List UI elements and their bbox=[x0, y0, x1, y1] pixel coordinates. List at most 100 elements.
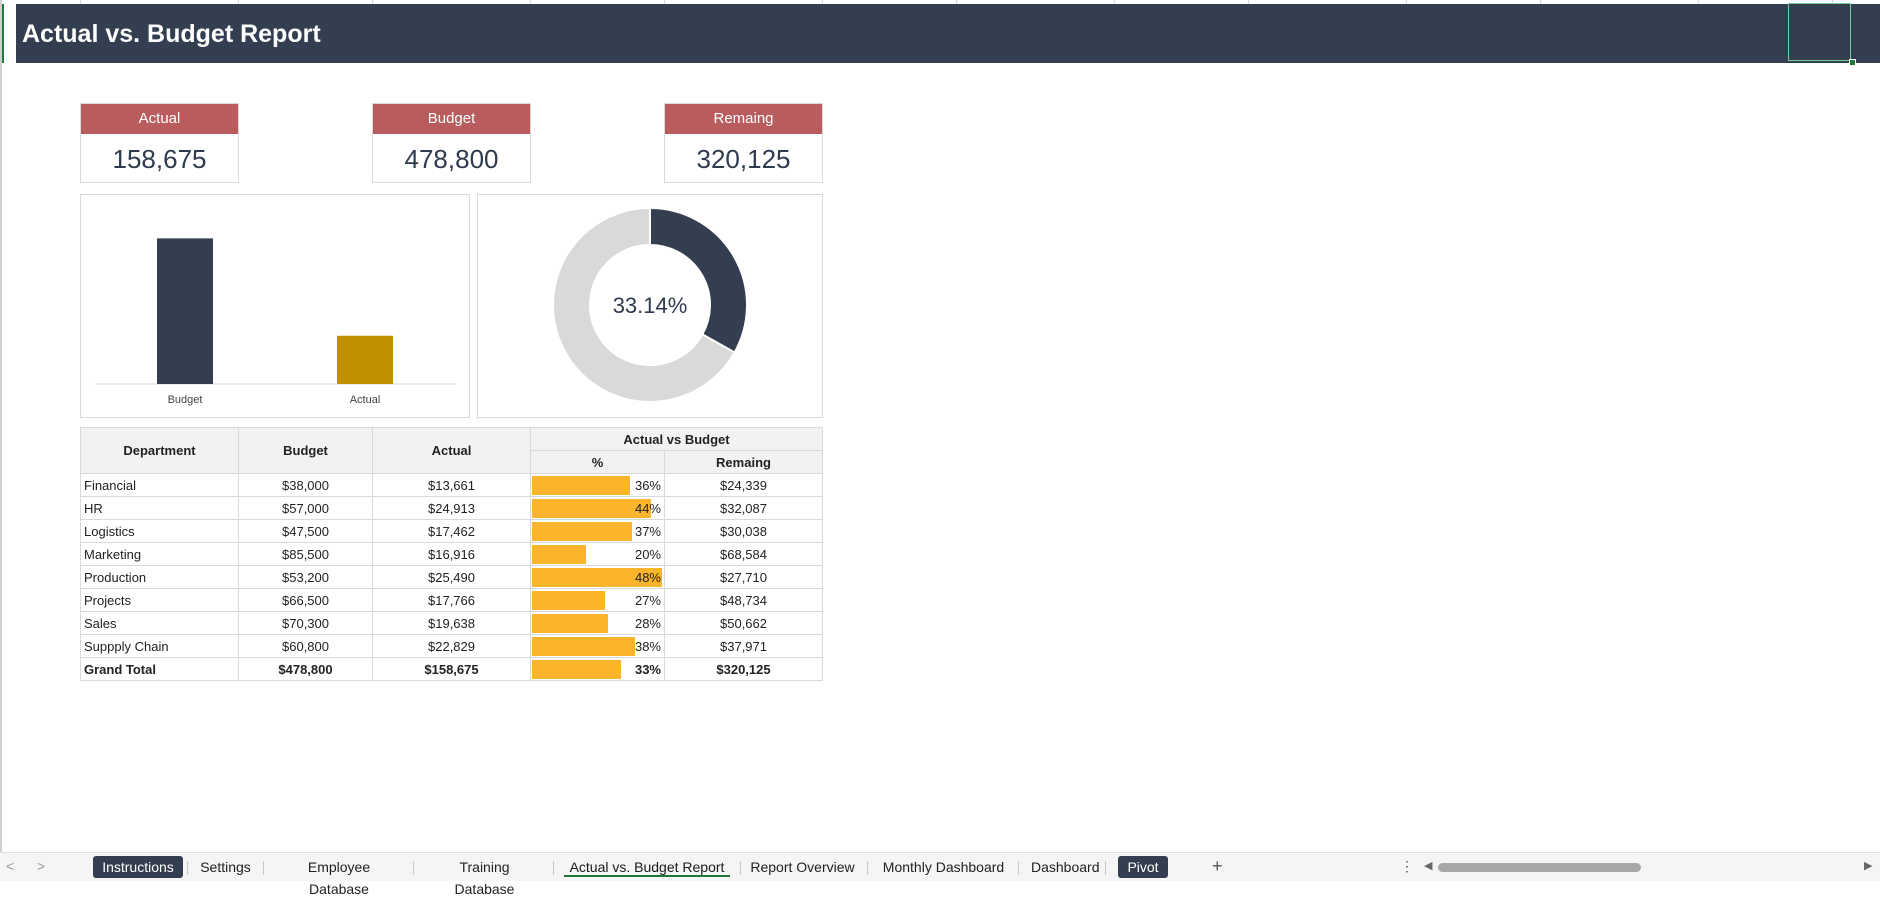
cell-actual: $19,638 bbox=[372, 611, 531, 635]
bar-actual bbox=[337, 335, 393, 384]
kpi-label: Remaing bbox=[665, 104, 822, 134]
cell-remaining: $68,584 bbox=[664, 542, 823, 566]
cell-budget: $57,000 bbox=[238, 496, 373, 520]
cell-percent: 38% bbox=[530, 634, 665, 658]
tab-separator bbox=[1018, 861, 1019, 875]
kpi-value: 158,675 bbox=[112, 144, 207, 174]
tab-separator bbox=[187, 861, 188, 875]
cell-department: Production bbox=[80, 565, 239, 589]
cell-actual: $13,661 bbox=[372, 473, 531, 497]
budget-vs-actual-bar-chart[interactable]: Budget Actual bbox=[80, 194, 470, 418]
selected-cell[interactable] bbox=[1788, 3, 1851, 61]
table-row: Logistics $47,500 $17,462 37% $30,038 bbox=[80, 519, 823, 543]
cell-percent: 28% bbox=[530, 611, 665, 635]
table-row: HR $57,000 $24,913 44% $32,087 bbox=[80, 496, 823, 520]
cell-percent: 27% bbox=[530, 588, 665, 612]
kpi-label: Budget bbox=[373, 104, 530, 134]
table-row: Projects $66,500 $17,766 27% $48,734 bbox=[80, 588, 823, 612]
cell-actual: $158,675 bbox=[372, 657, 531, 681]
percent-value: 36% bbox=[634, 477, 661, 493]
cell-budget: $47,500 bbox=[238, 519, 373, 543]
cell-remaining: $24,339 bbox=[664, 473, 823, 497]
table-row: Suppply Chain $60,800 $22,829 38% $37,971 bbox=[80, 634, 823, 658]
donut-slice-remaining bbox=[552, 206, 736, 403]
percent-value: 38% bbox=[634, 638, 661, 654]
percent-data-bar bbox=[532, 476, 630, 495]
table-row: Sales $70,300 $19,638 28% $50,662 bbox=[80, 611, 823, 635]
percent-data-bar bbox=[532, 660, 621, 679]
cell-actual: $16,916 bbox=[372, 542, 531, 566]
percent-data-bar bbox=[532, 545, 586, 564]
cell-actual: $24,913 bbox=[372, 496, 531, 520]
bar-chart-svg: Budget Actual bbox=[95, 238, 456, 406]
horizontal-scrollbar-thumb[interactable] bbox=[1438, 863, 1641, 872]
percent-data-bar bbox=[532, 568, 662, 587]
cell-budget: $53,200 bbox=[238, 565, 373, 589]
actual-percent-donut-chart[interactable]: 33.14% bbox=[477, 194, 823, 418]
percent-data-bar bbox=[532, 499, 651, 518]
percent-value: 48% bbox=[634, 569, 661, 585]
table-row: Marketing $85,500 $16,916 20% $68,584 bbox=[80, 542, 823, 566]
cell-actual: $17,462 bbox=[372, 519, 531, 543]
cell-actual: $25,490 bbox=[372, 565, 531, 589]
percent-value: 37% bbox=[634, 523, 661, 539]
cell-department: Marketing bbox=[80, 542, 239, 566]
cell-remaining: $37,971 bbox=[664, 634, 823, 658]
sheet-tab-monthly-dashboard[interactable]: Monthly Dashboard bbox=[882, 859, 1005, 875]
column-grid bbox=[2, 0, 1880, 4]
sheet-tab-pivot[interactable]: Pivot bbox=[1118, 856, 1168, 878]
percent-data-bar bbox=[532, 637, 635, 656]
sheet-tab-report-overview[interactable]: Report Overview bbox=[750, 859, 855, 875]
worksheet-area[interactable]: Actual vs. Budget Report Actual 158,675 … bbox=[0, 0, 1880, 852]
cell-budget: $70,300 bbox=[238, 611, 373, 635]
row-selection-accent bbox=[2, 4, 4, 63]
scroll-right-button[interactable]: ▶ bbox=[1864, 860, 1873, 872]
scroll-left-button[interactable]: ◀ bbox=[1424, 860, 1433, 872]
percent-data-bar bbox=[532, 591, 605, 610]
header-department: Department bbox=[80, 427, 239, 474]
header-actual: Actual bbox=[372, 427, 531, 474]
cell-actual: $22,829 bbox=[372, 634, 531, 658]
kpi-value: 320,125 bbox=[696, 144, 791, 174]
report-header: Actual vs. Budget Report bbox=[2, 4, 1880, 63]
cell-department: Sales bbox=[80, 611, 239, 635]
sheet-tab-dashboard[interactable]: Dashboard bbox=[1031, 859, 1100, 875]
bar-budget bbox=[157, 238, 213, 384]
percent-value: 20% bbox=[634, 546, 661, 562]
cell-percent: 37% bbox=[530, 519, 665, 543]
cell-department: Grand Total bbox=[80, 657, 239, 681]
fill-handle[interactable] bbox=[1849, 59, 1856, 66]
sheet-tab-training-database[interactable]: Training Database bbox=[454, 859, 515, 897]
prev-sheet-button[interactable]: < bbox=[6, 858, 15, 874]
cell-percent: 20% bbox=[530, 542, 665, 566]
cell-actual: $17,766 bbox=[372, 588, 531, 612]
sheet-tab-settings[interactable]: Settings bbox=[200, 859, 251, 875]
cell-percent: 36% bbox=[530, 473, 665, 497]
department-table: Department Budget Actual Actual vs Budge… bbox=[80, 427, 823, 681]
sheet-tab-instructions[interactable]: Instructions bbox=[93, 856, 183, 878]
sheet-tab-employee-database[interactable]: Employee Database bbox=[307, 859, 371, 897]
more-options-icon[interactable]: ⋮ bbox=[1400, 858, 1414, 874]
sheet-tab-actual-vs-budget-report[interactable]: Actual vs. Budget Report bbox=[558, 856, 736, 878]
tab-separator bbox=[263, 861, 264, 875]
grand-total-row: Grand Total $478,800 $158,675 33% $320,125 bbox=[80, 657, 823, 681]
cell-percent: 48% bbox=[530, 565, 665, 589]
cell-remaining: $32,087 bbox=[664, 496, 823, 520]
cell-department: Logistics bbox=[80, 519, 239, 543]
kpi-value: 478,800 bbox=[404, 144, 499, 174]
cell-remaining: $50,662 bbox=[664, 611, 823, 635]
cell-budget: $85,500 bbox=[238, 542, 373, 566]
tab-separator bbox=[867, 861, 868, 875]
cell-department: HR bbox=[80, 496, 239, 520]
tab-separator bbox=[553, 861, 554, 875]
sheet-tab-bar: < > Instructions Settings Employee Databas… bbox=[0, 852, 1880, 897]
kpi-label: Actual bbox=[81, 104, 238, 134]
percent-value: 33% bbox=[634, 661, 661, 677]
cell-budget: $66,500 bbox=[238, 588, 373, 612]
donut-center-label: 33.14% bbox=[613, 293, 688, 318]
next-sheet-button[interactable]: > bbox=[37, 858, 46, 874]
tab-separator bbox=[413, 861, 414, 875]
cell-remaining: $27,710 bbox=[664, 565, 823, 589]
add-sheet-button[interactable]: + bbox=[1212, 856, 1223, 876]
kpi-card-budget: Budget 478,800 bbox=[372, 103, 531, 183]
